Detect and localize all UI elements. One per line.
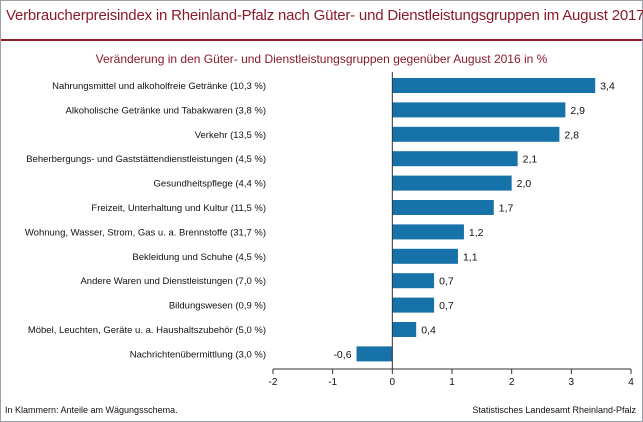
category-label: Nahrungsmittel und alkoholfreie Getränke… (52, 81, 266, 92)
bar (392, 102, 566, 118)
bar (392, 175, 512, 191)
bar (392, 224, 464, 240)
bar (392, 151, 518, 167)
category-label: Nachrichtenübermittlung (3,0 %) (130, 349, 266, 360)
title-divider (1, 39, 642, 41)
category-label: Bekleidung und Schuhe (4,5 %) (132, 252, 266, 263)
source-note: Statistisches Landesamt Rheinland-Pfalz (472, 405, 636, 415)
chart-title: Verbraucherpreisindex in Rheinland-Pfalz… (6, 7, 643, 24)
category-label: Freizeit, Unterhaltung und Kultur (11,5 … (91, 203, 266, 214)
bar (392, 322, 417, 337)
footnote: In Klammern: Anteile am Wägungsschema. (5, 405, 178, 415)
bar (392, 297, 435, 313)
bar (392, 273, 435, 289)
x-tick-label: -1 (328, 377, 337, 388)
chart-subtitle: Veränderung in den Güter- und Dienstleis… (95, 52, 548, 66)
value-label: 1,7 (499, 203, 514, 215)
category-label: Verkehr (13,5 %) (195, 130, 266, 141)
value-label: 0,7 (439, 276, 454, 288)
x-tick-label: 4 (628, 377, 634, 388)
bar (392, 126, 560, 142)
value-label: 3,4 (600, 81, 615, 93)
category-label: Andere Waren und Dienstleistungen (7,0 %… (80, 276, 266, 287)
value-label: 2,9 (570, 105, 585, 117)
category-label: Beherbergungs- und Gaststättendienstleis… (26, 154, 266, 165)
value-label: 0,7 (439, 300, 454, 312)
category-label: Gesundheitspflege (4,4 %) (154, 179, 266, 190)
category-label: Bildungswesen (0,9 %) (169, 301, 266, 312)
value-label: 1,1 (463, 251, 478, 263)
x-tick-label: 0 (390, 377, 396, 388)
category-label: Wohnung, Wasser, Strom, Gas u. a. Brenns… (25, 227, 266, 238)
value-label: 2,0 (517, 178, 532, 190)
x-tick-label: -2 (269, 377, 278, 388)
bar (392, 248, 458, 264)
x-tick-label: 3 (569, 377, 575, 388)
bar (392, 78, 596, 93)
value-label: -0,6 (333, 349, 351, 361)
category-label: Möbel, Leuchten, Geräte u. a. Haushaltsz… (28, 325, 266, 336)
value-label: 2,1 (523, 154, 538, 166)
category-label: Alkoholische Getränke und Tabakwaren (3,… (66, 105, 267, 116)
bar (392, 200, 494, 215)
x-tick-label: 1 (449, 377, 455, 388)
value-label: 0,4 (421, 325, 436, 337)
x-tick-label: 2 (509, 377, 515, 388)
value-label: 1,2 (469, 227, 484, 239)
value-label: 2,8 (564, 129, 579, 141)
bar (356, 346, 393, 362)
